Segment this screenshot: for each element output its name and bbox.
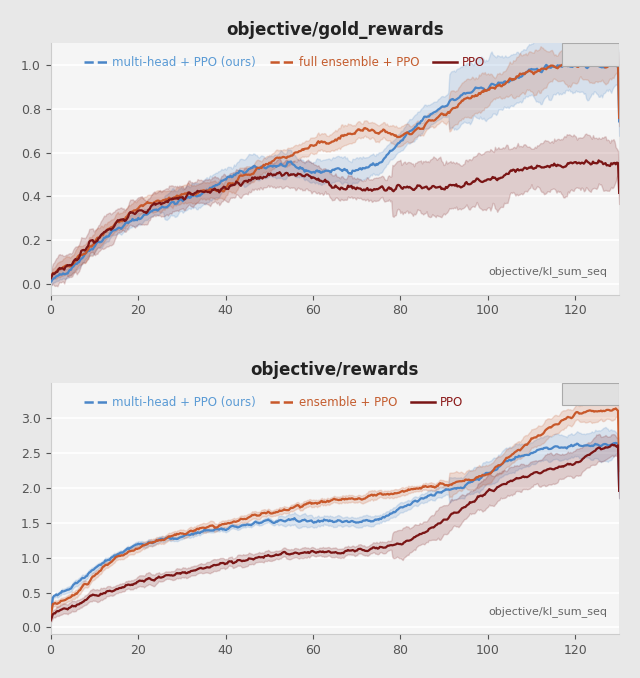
Legend: multi-head + PPO (ours), ensemble + PPO, PPO: multi-head + PPO (ours), ensemble + PPO,…	[79, 391, 467, 414]
Text: objective/kl_sum_seq: objective/kl_sum_seq	[489, 606, 608, 617]
Title: objective/gold_rewards: objective/gold_rewards	[226, 21, 444, 39]
Legend: multi-head + PPO (ours), full ensemble + PPO, PPO: multi-head + PPO (ours), full ensemble +…	[79, 52, 490, 74]
Title: objective/rewards: objective/rewards	[251, 361, 419, 378]
Text: objective/kl_sum_seq: objective/kl_sum_seq	[489, 266, 608, 277]
FancyBboxPatch shape	[563, 383, 619, 405]
FancyBboxPatch shape	[563, 43, 619, 66]
